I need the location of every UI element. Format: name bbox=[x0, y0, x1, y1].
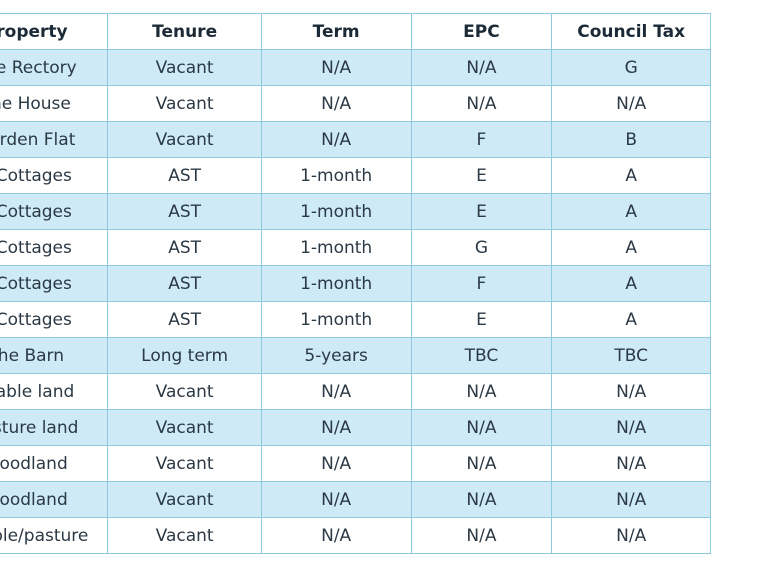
cell-epc: N/A bbox=[410, 409, 553, 446]
cell-property: The Barn bbox=[0, 337, 109, 374]
cell-term: 1-month bbox=[260, 193, 412, 230]
cell-tenure: AST bbox=[107, 229, 262, 266]
cell-term: N/A bbox=[260, 85, 412, 122]
cell-council-tax: B bbox=[551, 121, 711, 158]
cell-council-tax: TBC bbox=[551, 337, 711, 374]
cell-tenure: Vacant bbox=[107, 85, 262, 122]
cell-property: Woodland bbox=[0, 445, 109, 482]
cell-tenure: Vacant bbox=[107, 373, 262, 410]
cell-epc: F bbox=[410, 121, 553, 158]
cell-property: The Rectory bbox=[0, 49, 109, 86]
cell-council-tax: N/A bbox=[551, 517, 711, 554]
cell-epc: N/A bbox=[410, 517, 553, 554]
cell-term: 1-month bbox=[260, 301, 412, 338]
cell-property: 5 Cottages bbox=[0, 301, 109, 338]
cell-tenure: AST bbox=[107, 265, 262, 302]
cell-term: N/A bbox=[260, 49, 412, 86]
cell-epc: N/A bbox=[410, 481, 553, 518]
cell-epc: F bbox=[410, 265, 553, 302]
cell-tenure: Long term bbox=[107, 337, 262, 374]
cell-epc: E bbox=[410, 193, 553, 230]
cell-epc: TBC bbox=[410, 337, 553, 374]
cell-term: N/A bbox=[260, 517, 412, 554]
cell-property: Pasture land bbox=[0, 409, 109, 446]
cell-council-tax: N/A bbox=[551, 85, 711, 122]
table-row: WoodlandVacantN/AN/AN/A bbox=[0, 445, 711, 482]
cell-tenure: Vacant bbox=[107, 409, 262, 446]
cell-council-tax: A bbox=[551, 157, 711, 194]
cell-tenure: Vacant bbox=[107, 517, 262, 554]
cell-term: 1-month bbox=[260, 265, 412, 302]
cell-tenure: Vacant bbox=[107, 121, 262, 158]
cell-property: Arable/pasture bbox=[0, 517, 109, 554]
cell-council-tax: N/A bbox=[551, 409, 711, 446]
cell-council-tax: A bbox=[551, 229, 711, 266]
cell-epc: N/A bbox=[410, 49, 553, 86]
cell-property: Arable land bbox=[0, 373, 109, 410]
cell-epc: N/A bbox=[410, 373, 553, 410]
cell-council-tax: N/A bbox=[551, 445, 711, 482]
cell-tenure: Vacant bbox=[107, 481, 262, 518]
cell-term: N/A bbox=[260, 373, 412, 410]
table-row: WoodlandVacantN/AN/AN/A bbox=[0, 481, 711, 518]
header-epc: EPC bbox=[410, 13, 553, 50]
cell-term: 1-month bbox=[260, 229, 412, 266]
cell-property: Woodland bbox=[0, 481, 109, 518]
cell-term: N/A bbox=[260, 409, 412, 446]
header-tenure: Tenure bbox=[107, 13, 262, 50]
cell-term: N/A bbox=[260, 121, 412, 158]
cell-tenure: AST bbox=[107, 157, 262, 194]
cell-council-tax: A bbox=[551, 265, 711, 302]
cell-epc: N/A bbox=[410, 85, 553, 122]
cell-property: 1 Cottages bbox=[0, 157, 109, 194]
cell-property: 4 Cottages bbox=[0, 265, 109, 302]
cell-property: 3 Cottages bbox=[0, 229, 109, 266]
cell-property: The House bbox=[0, 85, 109, 122]
cell-tenure: Vacant bbox=[107, 49, 262, 86]
cell-property: Garden Flat bbox=[0, 121, 109, 158]
cell-epc: G bbox=[410, 229, 553, 266]
cell-tenure: Vacant bbox=[107, 445, 262, 482]
cell-epc: E bbox=[410, 301, 553, 338]
cell-council-tax: G bbox=[551, 49, 711, 86]
cell-term: N/A bbox=[260, 481, 412, 518]
cell-council-tax: N/A bbox=[551, 481, 711, 518]
cell-council-tax: N/A bbox=[551, 373, 711, 410]
cell-council-tax: A bbox=[551, 193, 711, 230]
cell-epc: N/A bbox=[410, 445, 553, 482]
cell-tenure: AST bbox=[107, 193, 262, 230]
property-schedule-table: Property Tenure Term EPC Council Tax The… bbox=[0, 13, 711, 554]
cell-property: 2 Cottages bbox=[0, 193, 109, 230]
header-row: Property Tenure Term EPC Council Tax bbox=[0, 13, 711, 50]
cell-epc: E bbox=[410, 157, 553, 194]
cell-term: N/A bbox=[260, 445, 412, 482]
header-term: Term bbox=[260, 13, 412, 50]
cell-tenure: AST bbox=[107, 301, 262, 338]
header-property: Property bbox=[0, 13, 109, 50]
cell-term: 5-years bbox=[260, 337, 412, 374]
cell-council-tax: A bbox=[551, 301, 711, 338]
header-council-tax: Council Tax bbox=[551, 13, 711, 50]
cell-term: 1-month bbox=[260, 157, 412, 194]
